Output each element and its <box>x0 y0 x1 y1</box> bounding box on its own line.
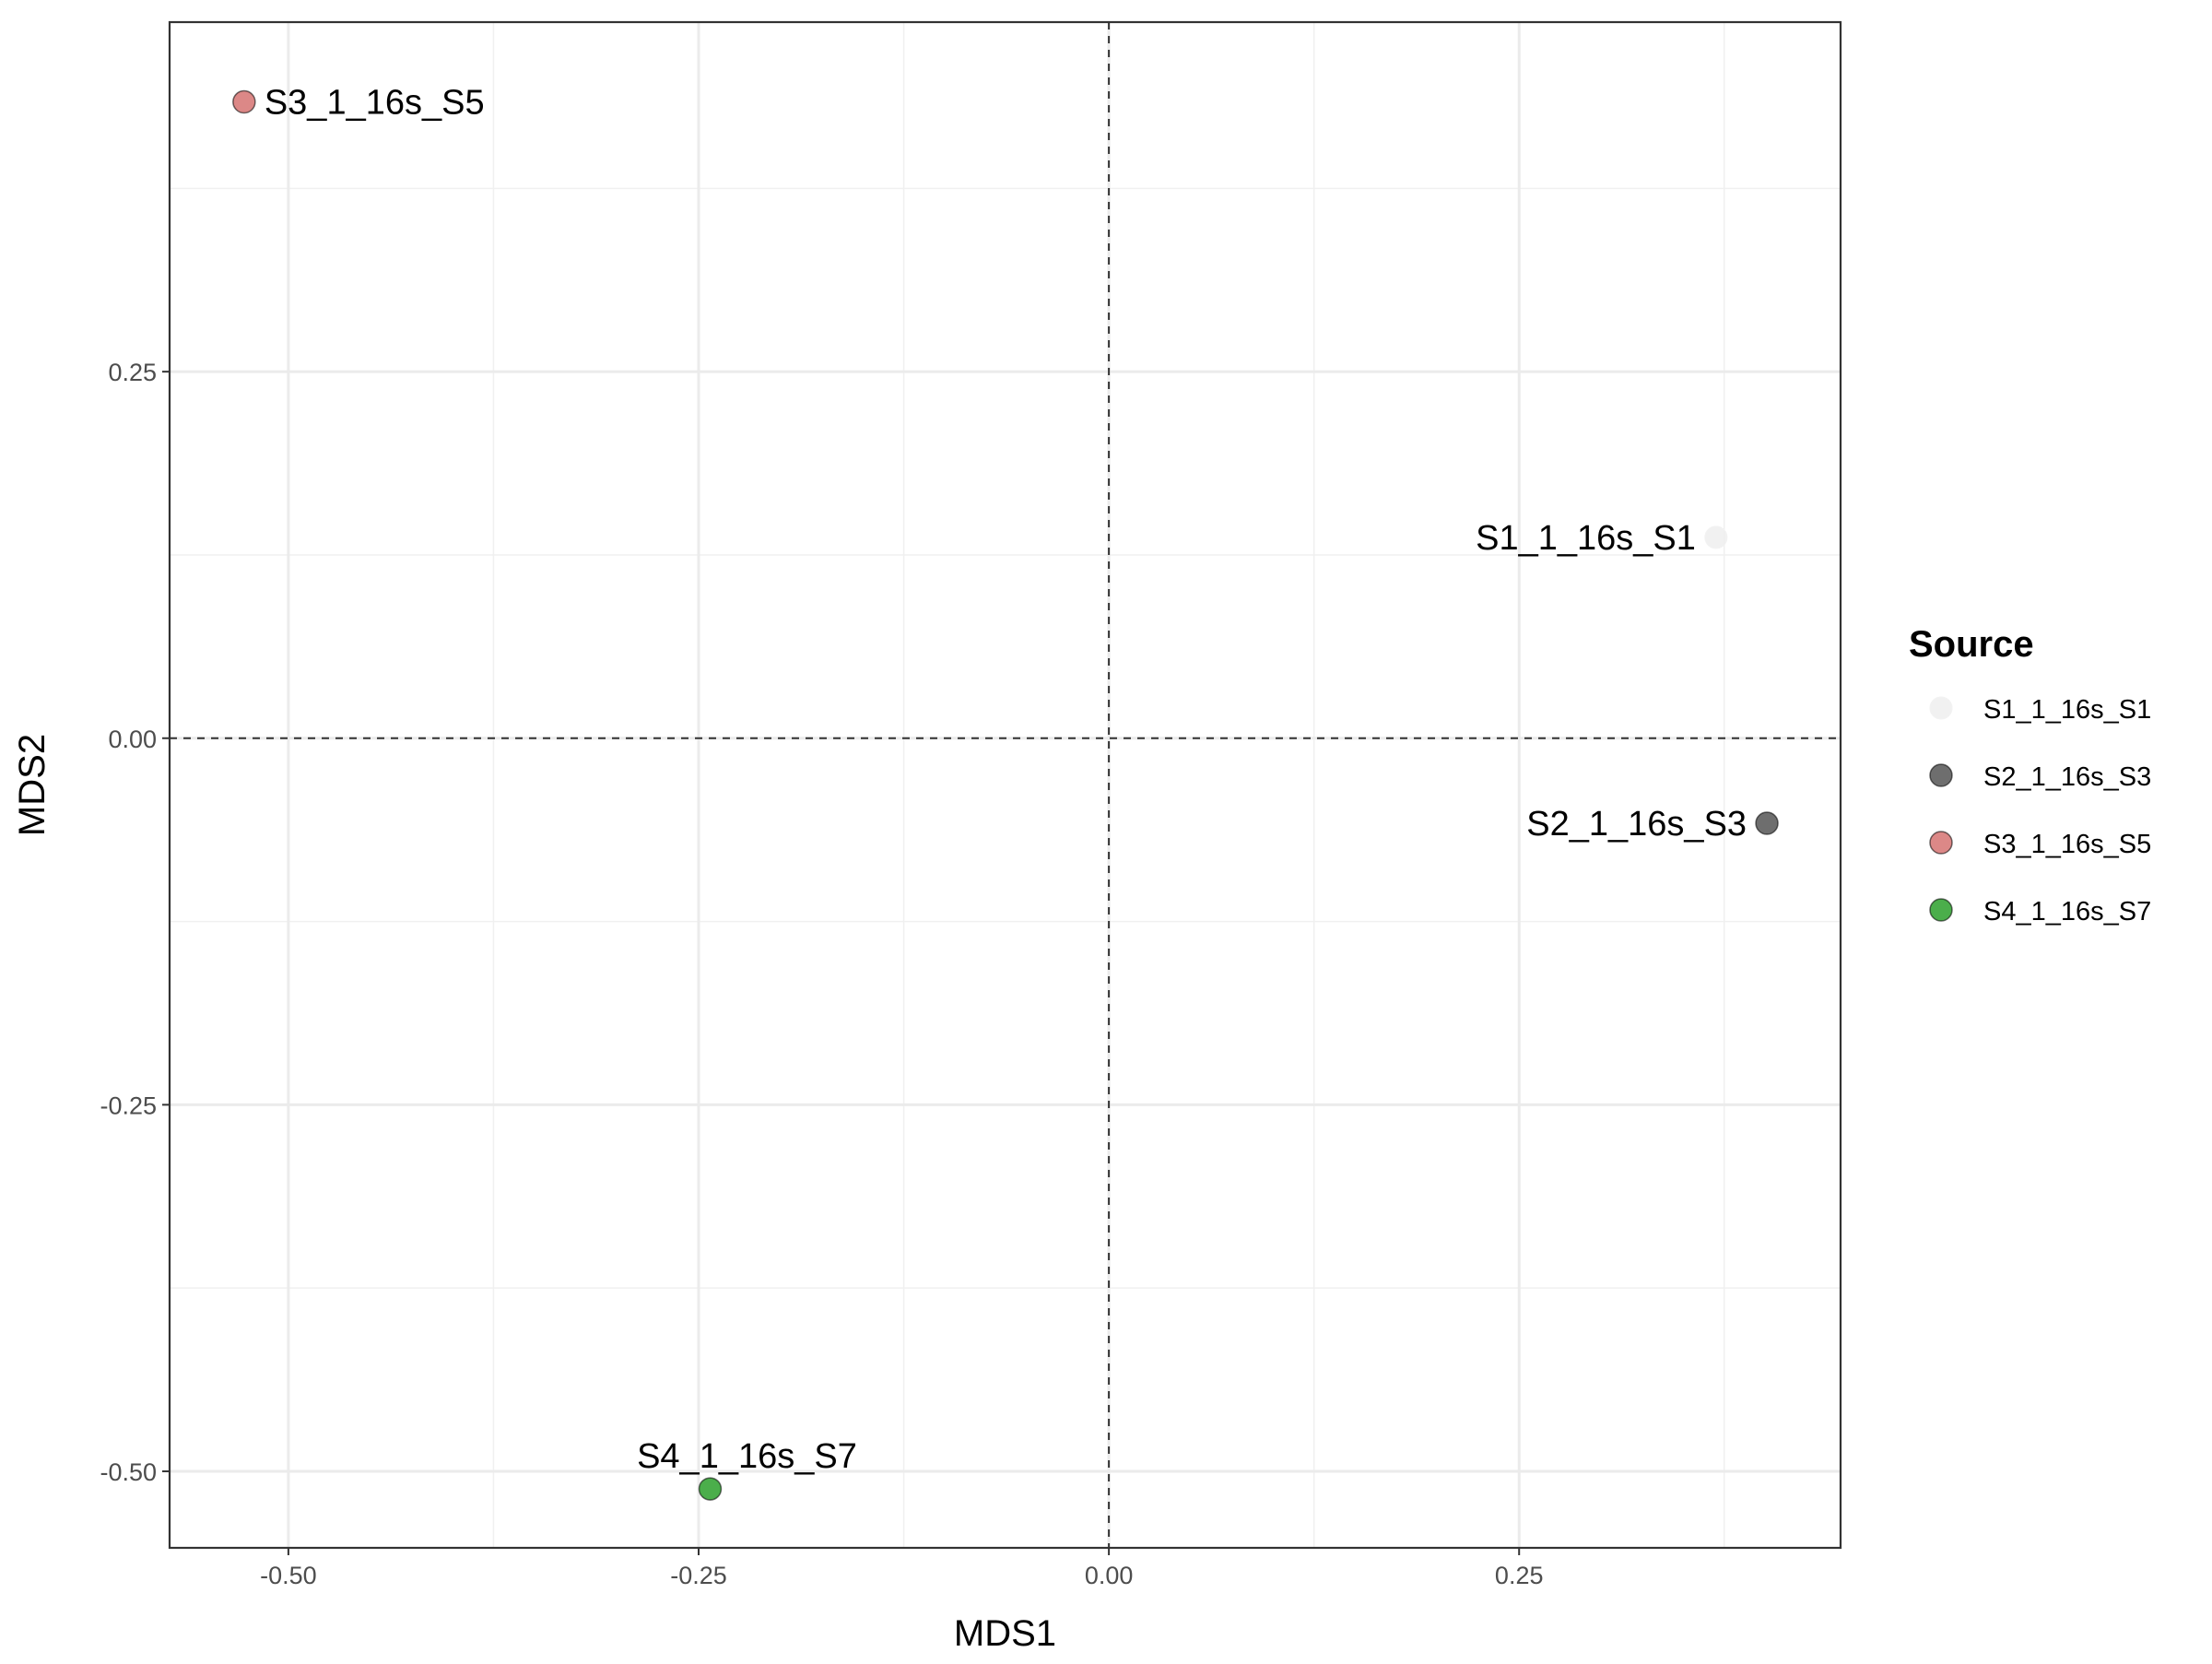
legend-key <box>1929 763 1953 787</box>
point-labels-layer: S1_1_16s_S1 S2_1_16s_S3 S3_1_16s_S5 S4_1_16… <box>265 84 1747 1477</box>
legend-key <box>1929 898 1953 922</box>
x-tick-label: -0.50 <box>260 1562 317 1589</box>
x-axis-title: MDS1 <box>954 1613 1056 1654</box>
x-tick-label: -0.25 <box>670 1562 727 1589</box>
points-layer <box>232 89 1779 1501</box>
reference-lines <box>170 22 1841 1548</box>
x-tick-label: 0.00 <box>1085 1562 1134 1589</box>
y-tick-label: -0.25 <box>100 1092 157 1119</box>
y-tick-label: 0.25 <box>108 359 157 386</box>
data-point <box>232 89 256 114</box>
point-label: S3_1_16s_S5 <box>265 84 485 123</box>
plot-panel-border <box>168 20 1842 1550</box>
legend-label: S1_1_16s_S1 <box>1983 695 2151 725</box>
legend-key <box>1929 831 1953 855</box>
data-point <box>1704 525 1728 549</box>
y-tick-label: -0.50 <box>100 1458 157 1486</box>
legend-items: S1_1_16s_S1 S2_1_16s_S3 S3_1_16s_S5 S4_1_16… <box>1929 695 2151 926</box>
legend-label: S2_1_16s_S3 <box>1983 762 2151 792</box>
y-tick-label: 0.00 <box>108 726 157 753</box>
legend-title: Source <box>1909 624 2034 665</box>
point-label: S2_1_16s_S3 <box>1526 805 1747 844</box>
x-tick-label: 0.25 <box>1495 1562 1544 1589</box>
data-point <box>698 1477 723 1501</box>
legend-label: S4_1_16s_S7 <box>1983 897 2151 926</box>
y-axis-title: MDS2 <box>12 734 53 836</box>
legend-key <box>1929 696 1953 720</box>
axis-layer: -0.50 -0.25 0.00 0.25 -0.50 -0.25 0.00 0.25 <box>100 359 1543 1589</box>
point-label: S4_1_16s_S7 <box>637 1437 857 1476</box>
point-label: S1_1_16s_S1 <box>1476 519 1696 558</box>
legend: Source S1_1_16s_S1 S2_1_16s_S3 S3_1_16s_S5… <box>1909 624 2151 926</box>
legend-label: S3_1_16s_S5 <box>1983 830 2151 859</box>
data-point <box>1755 811 1779 835</box>
